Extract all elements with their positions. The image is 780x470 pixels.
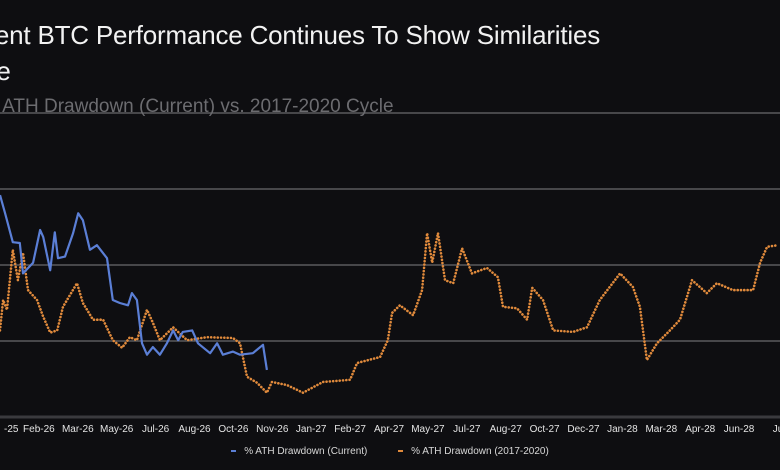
chart-title-line-2: cle (0, 56, 11, 86)
legend-item-2017-2020[interactable]: % ATH Drawdown (2017-2020) (398, 446, 549, 457)
x-tick-label: Ju (773, 424, 780, 435)
chart-title: rrent BTC Performance Continues To Show … (0, 20, 601, 50)
legend: % ATH Drawdown (Current) % ATH Drawdown … (0, 446, 780, 457)
x-tick-label: Oct-26 (218, 424, 248, 435)
x-tick-label: Jan-28 (607, 424, 638, 435)
x-tick-label: Jul-27 (453, 424, 481, 435)
x-tick-label: May-26 (100, 424, 134, 435)
x-tick-label: Mar-28 (645, 424, 677, 435)
legend-label-2017-2020: % ATH Drawdown (2017-2020) (411, 446, 549, 457)
x-tick-label: Nov-26 (256, 424, 289, 435)
legend-swatch-2017-2020 (398, 450, 404, 453)
x-tick-label: Feb-27 (334, 424, 366, 435)
legend-item-current[interactable]: % ATH Drawdown (Current) (231, 446, 370, 457)
x-tick-label: Apr-28 (685, 424, 715, 435)
x-tick-label: Feb-26 (23, 424, 55, 435)
legend-label-current: % ATH Drawdown (Current) (244, 446, 368, 457)
chart-subtitle: C % ATH Drawdown (Current) vs. 2017-2020… (0, 96, 394, 117)
series-lines (0, 194, 780, 395)
series-line-current (0, 194, 268, 371)
x-tick-label: Aug-26 (178, 424, 211, 435)
x-tick-label: May-27 (411, 424, 445, 435)
series-line-2017-2020 (0, 231, 780, 395)
x-tick-label: Oct-27 (530, 424, 560, 435)
x-tick-label: Aug-27 (490, 424, 523, 435)
x-tick-label: Mar-26 (62, 424, 94, 435)
x-tick-label: Dec-27 (567, 424, 600, 435)
x-tick-label: Jan-27 (296, 424, 327, 435)
gridlines (0, 112, 780, 419)
legend-swatch-current (231, 450, 237, 453)
x-axis-tick-labels: -25 Feb-26 Mar-26 May-26 Jul-26 Aug-26 Oct-26 N… (4, 424, 780, 435)
x-tick-label: Apr-27 (374, 424, 404, 435)
x-tick-label: Jun-28 (724, 424, 755, 435)
x-tick-label: Jul-26 (142, 424, 170, 435)
x-tick-label: -25 (4, 424, 19, 435)
